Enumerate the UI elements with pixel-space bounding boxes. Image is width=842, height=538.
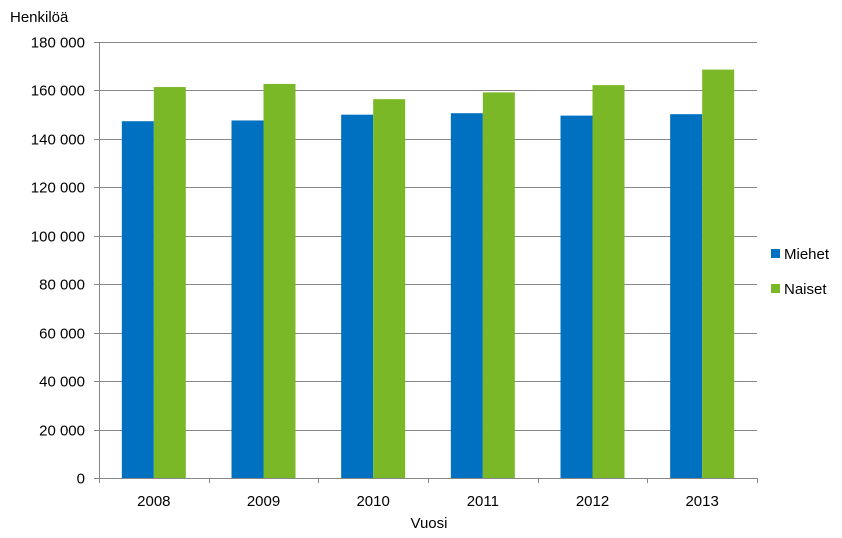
legend-swatch-naiset: [771, 284, 780, 293]
bar-naiset-2012: [592, 85, 625, 479]
bar-miehet-2008: [121, 121, 154, 478]
bar-naiset-2011: [482, 92, 515, 478]
x-tick-label: 2009: [247, 493, 280, 510]
legend-swatch-miehet: [771, 249, 780, 258]
y-tick-label: 120 000: [31, 180, 85, 197]
y-tick-label: 60 000: [39, 326, 85, 343]
y-tick-label: 160 000: [31, 83, 85, 100]
legend: Miehet Naiset: [771, 246, 830, 298]
bar-naiset-2013: [702, 69, 735, 478]
bar-miehet-2013: [670, 114, 703, 478]
x-tick-label: 2013: [685, 493, 718, 510]
bars: [121, 69, 735, 479]
bar-naiset-2010: [373, 99, 406, 479]
x-tick-label: 2012: [576, 493, 609, 510]
bar-miehet-2010: [341, 114, 374, 479]
y-tick-label: 180 000: [31, 35, 85, 52]
bar-naiset-2009: [263, 83, 296, 478]
legend-label-naiset: Naiset: [784, 281, 827, 298]
y-tick-label: 80 000: [39, 277, 85, 294]
x-tick-label: 2011: [467, 493, 499, 510]
gridlines: [99, 42, 757, 431]
y-tick-label: 40 000: [39, 374, 85, 391]
y-tick-label: 140 000: [31, 132, 85, 149]
x-tick-label: 2008: [137, 493, 170, 510]
axes: 0 20 000 40 000 60 000 80 000 100 000 120 000 1…: [31, 35, 758, 510]
y-tick-label: 100 000: [31, 229, 85, 246]
y-axis-title: Henkilöä: [10, 9, 69, 26]
y-tick-label: 0: [77, 471, 85, 488]
legend-label-miehet: Miehet: [784, 246, 830, 263]
bar-miehet-2011: [450, 113, 483, 479]
x-axis-title: Vuosi: [411, 515, 448, 532]
bar-miehet-2009: [231, 120, 264, 478]
bar-miehet-2012: [560, 115, 593, 478]
x-tick-label: 2010: [356, 493, 389, 510]
bar-naiset-2008: [153, 87, 186, 478]
y-tick-label: 20 000: [39, 423, 85, 440]
